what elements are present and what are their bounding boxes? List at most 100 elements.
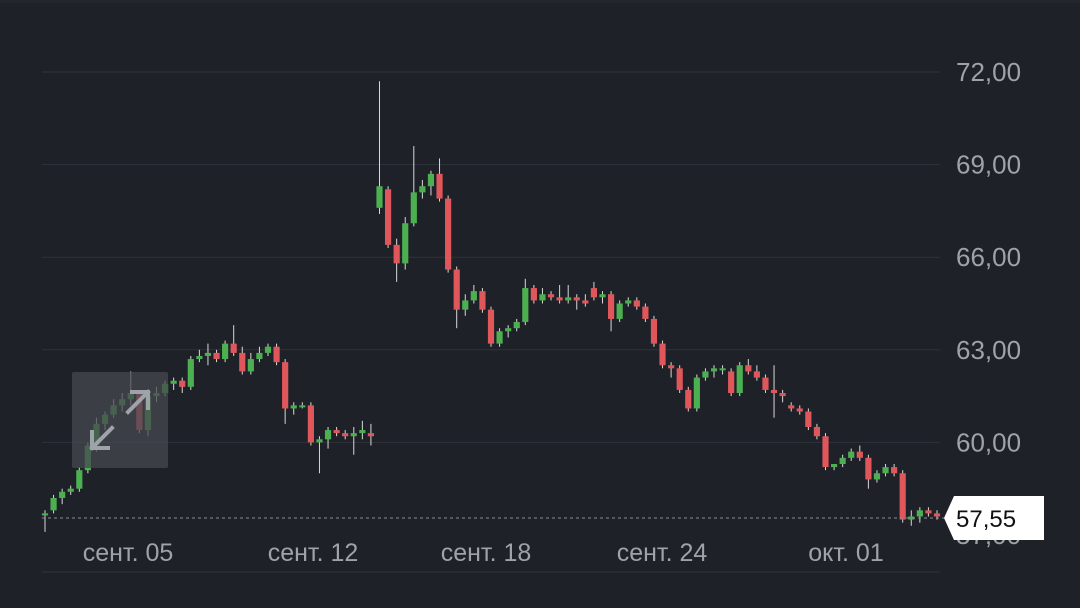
candle-body (582, 300, 589, 304)
candle-body (745, 365, 752, 372)
candle-body (719, 368, 726, 371)
candle-body (419, 186, 426, 193)
candle-body (856, 451, 863, 458)
candle-body (50, 497, 57, 511)
candle-body (633, 300, 640, 307)
candle-body (453, 269, 460, 310)
candle-body (650, 318, 658, 344)
y-tick-label: 63,00 (956, 335, 1021, 365)
candle-body (547, 294, 555, 298)
current-price-tag: 57,55 (944, 496, 1044, 541)
candle-body (513, 322, 520, 329)
y-tick-label: 69,00 (956, 150, 1021, 180)
candle-body (599, 294, 606, 298)
candle-body (908, 516, 915, 520)
candle-body (59, 491, 66, 498)
candle-body (487, 309, 495, 344)
candle-body (170, 380, 177, 384)
candle-body (342, 433, 349, 437)
candle-body (728, 371, 735, 394)
candle-body (522, 288, 529, 323)
candle-body (359, 430, 366, 434)
candle-body (590, 288, 598, 298)
candle-body (282, 362, 289, 409)
candle-body (462, 300, 469, 310)
candle-body (676, 368, 683, 390)
candle-body (264, 346, 272, 353)
candle-body (187, 359, 194, 387)
candle-body (539, 294, 546, 301)
candle-body (839, 457, 846, 465)
candle-body (324, 430, 332, 440)
candle-body (384, 189, 392, 245)
candle-body (427, 173, 435, 187)
candle-body (753, 371, 760, 378)
candle-body (933, 513, 941, 517)
candle-body (899, 473, 906, 520)
candle-body (625, 300, 632, 304)
y-tick-label: 72,00 (956, 57, 1021, 87)
x-tick-label: сент. 05 (83, 539, 174, 567)
candle-body (616, 303, 623, 319)
candle-body (393, 244, 400, 264)
candle-body (67, 488, 74, 492)
candle-body (222, 343, 229, 360)
candle-body (299, 405, 306, 408)
candle-body (436, 173, 443, 199)
candle-body (770, 389, 778, 394)
candle-body (239, 352, 246, 372)
y-tick-label: 60,00 (956, 427, 1021, 457)
candle-body (76, 470, 83, 489)
candle-body (685, 389, 692, 409)
candle-body (41, 513, 49, 516)
candle-body (891, 467, 898, 474)
candle-body (925, 510, 932, 514)
expand-chart-button[interactable] (72, 372, 168, 468)
candle-body (659, 343, 666, 366)
candle-body (779, 393, 786, 397)
candle-body (788, 405, 795, 409)
candle-body (530, 288, 537, 301)
candle-body (402, 223, 409, 264)
x-tick-label: сент. 12 (268, 539, 359, 567)
candle-body (805, 411, 812, 427)
candle-body (256, 352, 263, 360)
candle-body (410, 192, 417, 224)
candle-body (796, 408, 803, 412)
candle-body (204, 352, 212, 356)
candle-body (762, 377, 769, 390)
candle-body (848, 451, 855, 458)
x-tick-label: сент. 18 (441, 539, 532, 567)
x-tick-label: окт. 01 (808, 539, 884, 567)
candles (41, 81, 941, 532)
x-axis: сент. 05 сент. 12 сент. 18 сент. 24 окт. 01 (83, 539, 884, 567)
candle-body (693, 377, 700, 409)
candle-body (565, 297, 572, 301)
candle-body (470, 291, 477, 301)
candle-body (916, 510, 923, 517)
candle-body (479, 291, 486, 310)
candle-body (273, 346, 280, 363)
candle-body (367, 433, 375, 437)
candle-body (333, 430, 340, 434)
candle-body (376, 186, 383, 208)
top-strip (0, 0, 1080, 3)
candle-body (247, 359, 254, 372)
candle-body (813, 426, 821, 437)
candle-body (607, 294, 615, 319)
candle-body (865, 457, 872, 480)
candle-body (290, 405, 297, 409)
candle-body (822, 436, 829, 468)
candle-body (668, 365, 675, 369)
candle-body (830, 464, 838, 468)
current-price-label: 57,55 (956, 506, 1016, 533)
x-tick-label: сент. 24 (617, 539, 708, 567)
candle-body (505, 328, 512, 332)
y-tick-label: 66,00 (956, 242, 1021, 272)
candle-body (642, 306, 649, 319)
candle-body (710, 368, 718, 372)
grid-lines (42, 71, 940, 573)
expand-icon (89, 389, 151, 451)
